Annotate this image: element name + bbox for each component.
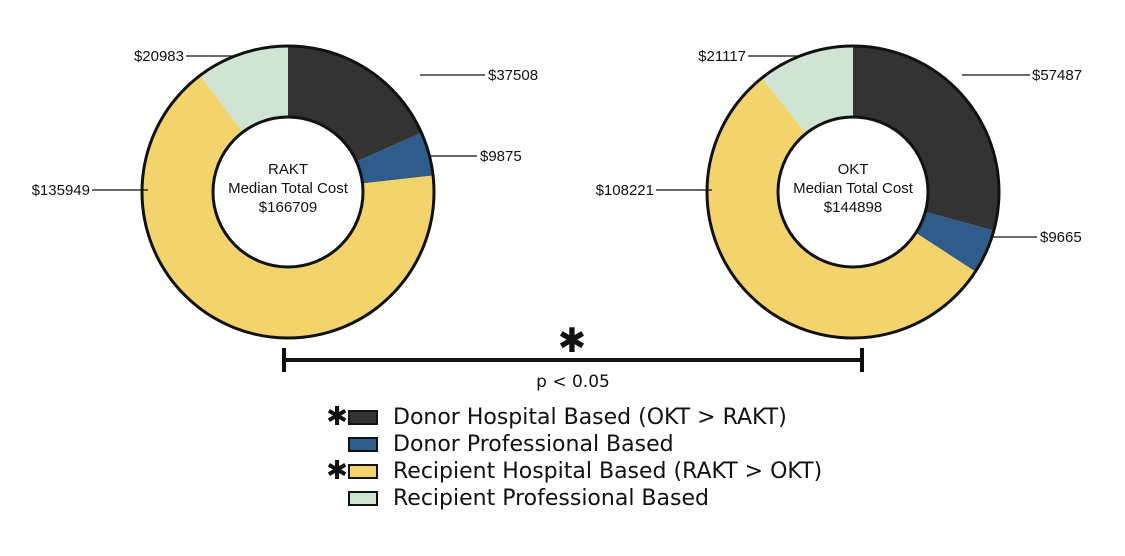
legend-label: Recipient Professional Based bbox=[393, 486, 709, 511]
p-value-label: p < 0.05 bbox=[536, 372, 610, 392]
rakt-center-value: $166709 bbox=[259, 199, 317, 216]
rakt-slice-donor-hospital bbox=[288, 46, 422, 162]
legend-label: Recipient Hospital Based (RAKT > OKT) bbox=[393, 459, 823, 484]
okt-center-subtitle: Median Total Cost bbox=[793, 180, 914, 197]
legend-swatch-recipient-professional bbox=[348, 491, 378, 506]
okt-label-donor-hospital: $57487 bbox=[1032, 67, 1082, 84]
okt-slice-recipient-hospital bbox=[707, 78, 976, 338]
significance-asterisk: ✱ bbox=[558, 321, 587, 361]
legend-item-donor-professional: Donor Professional Based bbox=[326, 431, 822, 458]
rakt-donut bbox=[140, 44, 436, 340]
okt-outer-ring bbox=[705, 44, 1001, 340]
okt-slice-recipient-professional bbox=[761, 46, 853, 134]
okt-inner-hole bbox=[776, 115, 930, 269]
rakt-label-donor-professional: $9875 bbox=[480, 148, 522, 165]
significance-bracket bbox=[282, 348, 864, 372]
legend-swatch-recipient-hospital bbox=[348, 464, 378, 479]
legend-item-recipient-professional: Recipient Professional Based bbox=[326, 485, 822, 512]
legend-asterisk: ✱ bbox=[326, 456, 348, 486]
legend-label: Donor Professional Based bbox=[393, 432, 674, 457]
rakt-label-recipient-professional: $20983 bbox=[134, 48, 184, 65]
okt-label-donor-professional: $9665 bbox=[1040, 229, 1082, 246]
legend-label: Donor Hospital Based (OKT > RAKT) bbox=[393, 405, 787, 430]
legend-swatch-donor-professional bbox=[348, 437, 378, 452]
legend-asterisk: ✱ bbox=[326, 402, 348, 432]
rakt-inner-hole bbox=[211, 115, 365, 269]
rakt-outer-ring bbox=[140, 44, 436, 340]
rakt-slice-recipient-professional bbox=[200, 46, 288, 133]
rakt-center-subtitle: Median Total Cost bbox=[228, 180, 349, 197]
legend: ✱ Donor Hospital Based (OKT > RAKT) Dono… bbox=[326, 404, 822, 512]
okt-label-recipient-hospital: $108221 bbox=[596, 182, 654, 199]
okt-donut bbox=[705, 44, 1001, 340]
okt-label-recipient-professional: $21117 bbox=[698, 48, 746, 65]
legend-swatch-donor-hospital bbox=[348, 410, 378, 425]
okt-slice-donor-hospital bbox=[853, 46, 999, 231]
legend-item-donor-hospital: ✱ Donor Hospital Based (OKT > RAKT) bbox=[326, 404, 822, 431]
rakt-center-title: RAKT bbox=[268, 161, 308, 178]
legend-item-recipient-hospital: ✱ Recipient Hospital Based (RAKT > OKT) bbox=[326, 458, 822, 485]
okt-slice-donor-professional bbox=[915, 211, 994, 272]
rakt-slice-recipient-hospital bbox=[141, 75, 434, 338]
rakt-label-donor-hospital: $37508 bbox=[488, 67, 538, 84]
okt-center-title: OKT bbox=[838, 161, 869, 178]
okt-center-value: $144898 bbox=[824, 199, 882, 216]
rakt-label-recipient-hospital: $135949 bbox=[32, 182, 90, 199]
rakt-slice-donor-professional bbox=[356, 132, 434, 184]
